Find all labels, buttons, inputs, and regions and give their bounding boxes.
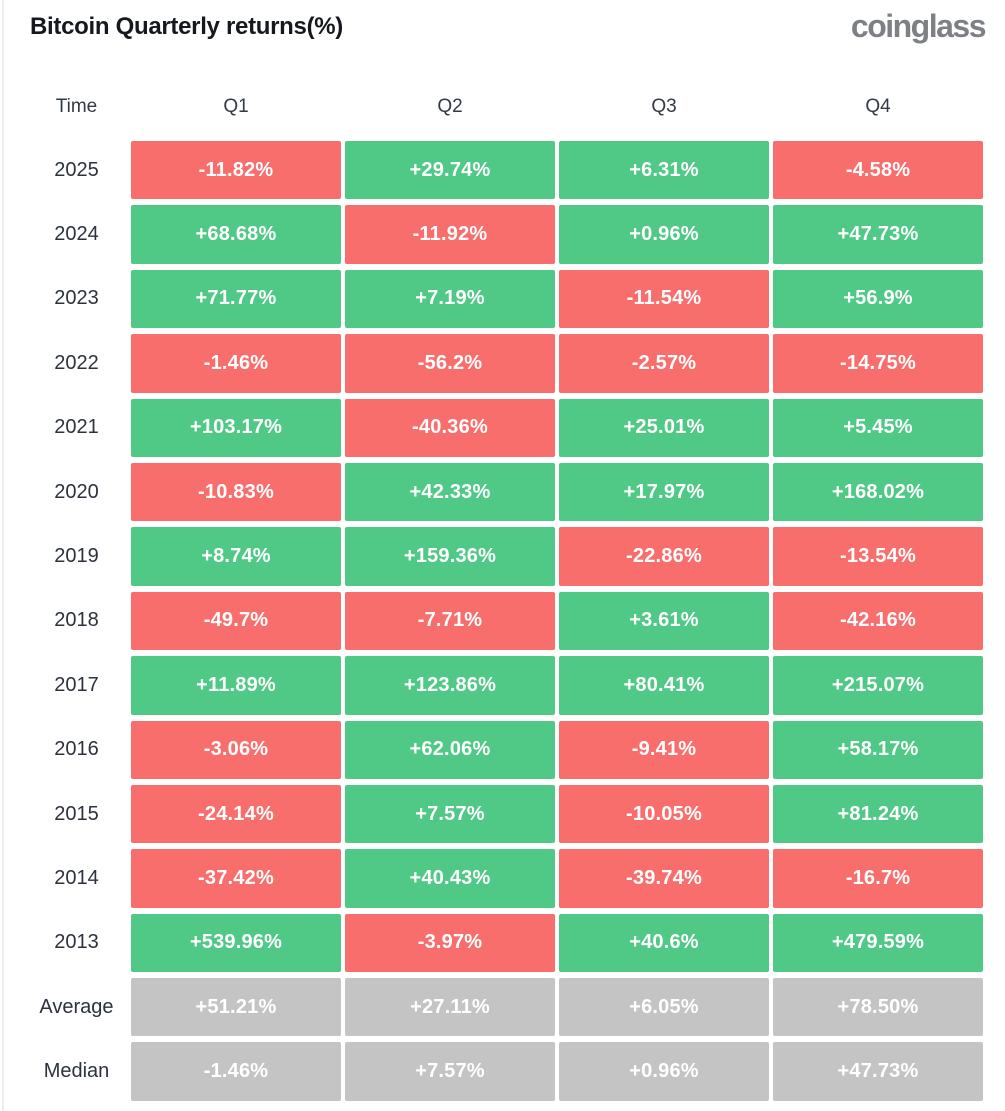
return-cell-2023-q3: -11.54% [559, 269, 769, 329]
return-cell-2019-q1: +8.74% [131, 527, 341, 586]
return-cell-2014-q4: -16.7% [773, 849, 983, 908]
return-cell-average-q2: +27.11% [345, 978, 555, 1037]
return-cell-2024-q2: -11.92% [345, 205, 555, 264]
return-cell-2024-q4: +47.73% [773, 205, 983, 264]
return-cell-average-q4: +78.50% [773, 978, 983, 1037]
return-cell-2019-q3: -22.86% [559, 527, 769, 586]
return-cell-2019-q2: +159.36% [345, 527, 555, 586]
left-border-line [2, 0, 4, 1111]
row-label-2016: 2016 [54, 738, 99, 761]
return-cell-2020-q3: +17.97% [559, 462, 769, 522]
return-cell-2018-q4: -42.16% [773, 591, 983, 651]
return-cell-2014-q3: -39.74% [559, 849, 769, 908]
return-cell-2013-q4: +479.59% [773, 913, 983, 973]
return-cell-median-q2: +7.57% [345, 1042, 555, 1101]
return-cell-2015-q4: +81.24% [773, 784, 983, 844]
return-cell-2017-q4: +215.07% [773, 656, 983, 715]
column-header-q3: Q3 [651, 96, 677, 117]
return-cell-2022-q1: -1.46% [131, 334, 341, 393]
return-cell-2016-q4: +58.17% [773, 720, 983, 779]
column-header-q2: Q2 [437, 96, 463, 117]
return-cell-2021-q2: -40.36% [345, 398, 555, 457]
return-cell-2024-q3: +0.96% [559, 205, 769, 264]
column-header-time: Time [55, 96, 98, 117]
return-cell-2018-q2: -7.71% [345, 591, 555, 651]
coinglass-logo: coinglass [850, 8, 987, 44]
column-header-q1: Q1 [223, 96, 249, 117]
row-label-2018: 2018 [54, 609, 99, 632]
header: Bitcoin Quarterly returns(%) coinglass [0, 0, 1005, 50]
row-label-2017: 2017 [54, 673, 99, 696]
row-label-2014: 2014 [54, 866, 99, 889]
row-label-2023: 2023 [54, 287, 99, 310]
return-cell-2023-q1: +71.77% [131, 269, 341, 329]
table-header-row: Time Q1 Q2 Q3 Q4 [0, 94, 983, 120]
return-cell-2022-q3: -2.57% [559, 334, 769, 393]
return-cell-2021-q3: +25.01% [559, 398, 769, 457]
row-label-2025: 2025 [54, 158, 99, 181]
return-cell-2023-q4: +56.9% [773, 269, 983, 329]
column-header-q4: Q4 [865, 96, 891, 117]
return-cell-2020-q1: -10.83% [131, 462, 341, 522]
return-cell-2018-q1: -49.7% [131, 591, 341, 651]
row-label-2022: 2022 [54, 351, 99, 374]
return-cell-2016-q3: -9.41% [559, 720, 769, 779]
return-cell-2019-q4: -13.54% [773, 527, 983, 586]
return-cell-2017-q1: +11.89% [131, 656, 341, 715]
return-cell-2015-q3: -10.05% [559, 784, 769, 844]
return-cell-2015-q1: -24.14% [131, 784, 341, 844]
return-cell-2015-q2: +7.57% [345, 784, 555, 844]
return-cell-2021-q4: +5.45% [773, 398, 983, 457]
row-label-average: Average [39, 995, 114, 1018]
table-body: 2025 -11.82% +29.74% +6.31% -4.58% 2024 +68.68… [0, 141, 983, 1101]
row-label-2020: 2020 [54, 480, 99, 503]
return-cell-2025-q3: +6.31% [559, 141, 769, 200]
page-title: Bitcoin Quarterly returns(%) [30, 13, 343, 40]
row-label-2013: 2013 [54, 931, 99, 954]
return-cell-median-q1: -1.46% [131, 1042, 341, 1101]
return-cell-2024-q1: +68.68% [131, 205, 341, 264]
return-cell-2014-q2: +40.43% [345, 849, 555, 908]
return-cell-2014-q1: -37.42% [131, 849, 341, 908]
row-label-2015: 2015 [54, 802, 99, 825]
return-cell-2020-q4: +168.02% [773, 462, 983, 522]
row-label-2021: 2021 [54, 416, 99, 439]
return-cell-2022-q4: -14.75% [773, 334, 983, 393]
return-cell-2016-q2: +62.06% [345, 720, 555, 779]
return-cell-2018-q3: +3.61% [559, 591, 769, 651]
return-cell-2020-q2: +42.33% [345, 462, 555, 522]
return-cell-median-q3: +0.96% [559, 1042, 769, 1101]
return-cell-2025-q1: -11.82% [131, 141, 341, 200]
return-cell-2023-q2: +7.19% [345, 269, 555, 329]
return-cell-2017-q2: +123.86% [345, 656, 555, 715]
return-cell-2013-q2: -3.97% [345, 913, 555, 973]
return-cell-2013-q3: +40.6% [559, 913, 769, 973]
return-cell-2021-q1: +103.17% [131, 398, 341, 457]
return-cell-2017-q3: +80.41% [559, 656, 769, 715]
return-cell-average-q1: +51.21% [131, 978, 341, 1037]
row-label-2024: 2024 [54, 223, 99, 246]
return-cell-median-q4: +47.73% [773, 1042, 983, 1101]
row-label-2019: 2019 [54, 545, 99, 568]
return-cell-2022-q2: -56.2% [345, 334, 555, 393]
row-label-median: Median [43, 1060, 110, 1083]
return-cell-2025-q2: +29.74% [345, 141, 555, 200]
return-cell-average-q3: +6.05% [559, 978, 769, 1037]
return-cell-2013-q1: +539.96% [131, 913, 341, 973]
return-cell-2025-q4: -4.58% [773, 141, 983, 200]
return-cell-2016-q1: -3.06% [131, 720, 341, 779]
